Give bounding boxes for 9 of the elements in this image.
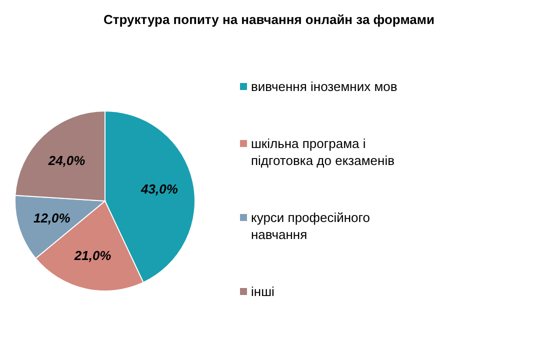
legend-label: шкільна програма і підготовка до екзаменів <box>251 135 396 169</box>
legend-label: курси професійного навчання <box>251 209 371 243</box>
data-label: 24,0% <box>47 152 86 168</box>
legend-label: інші <box>251 283 274 300</box>
data-label: 12,0% <box>33 210 71 226</box>
legend-label: вивчення іноземних мов <box>251 78 398 95</box>
data-label: 21,0% <box>73 248 112 263</box>
data-label: 43,0% <box>140 181 178 196</box>
chart-title: Структура попиту на навчання онлайн за формами <box>102 12 436 27</box>
